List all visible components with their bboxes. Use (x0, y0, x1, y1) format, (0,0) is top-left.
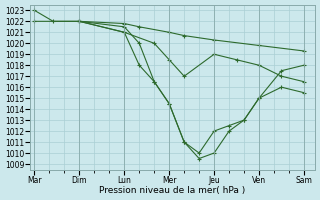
X-axis label: Pression niveau de la mer( hPa ): Pression niveau de la mer( hPa ) (99, 186, 245, 195)
